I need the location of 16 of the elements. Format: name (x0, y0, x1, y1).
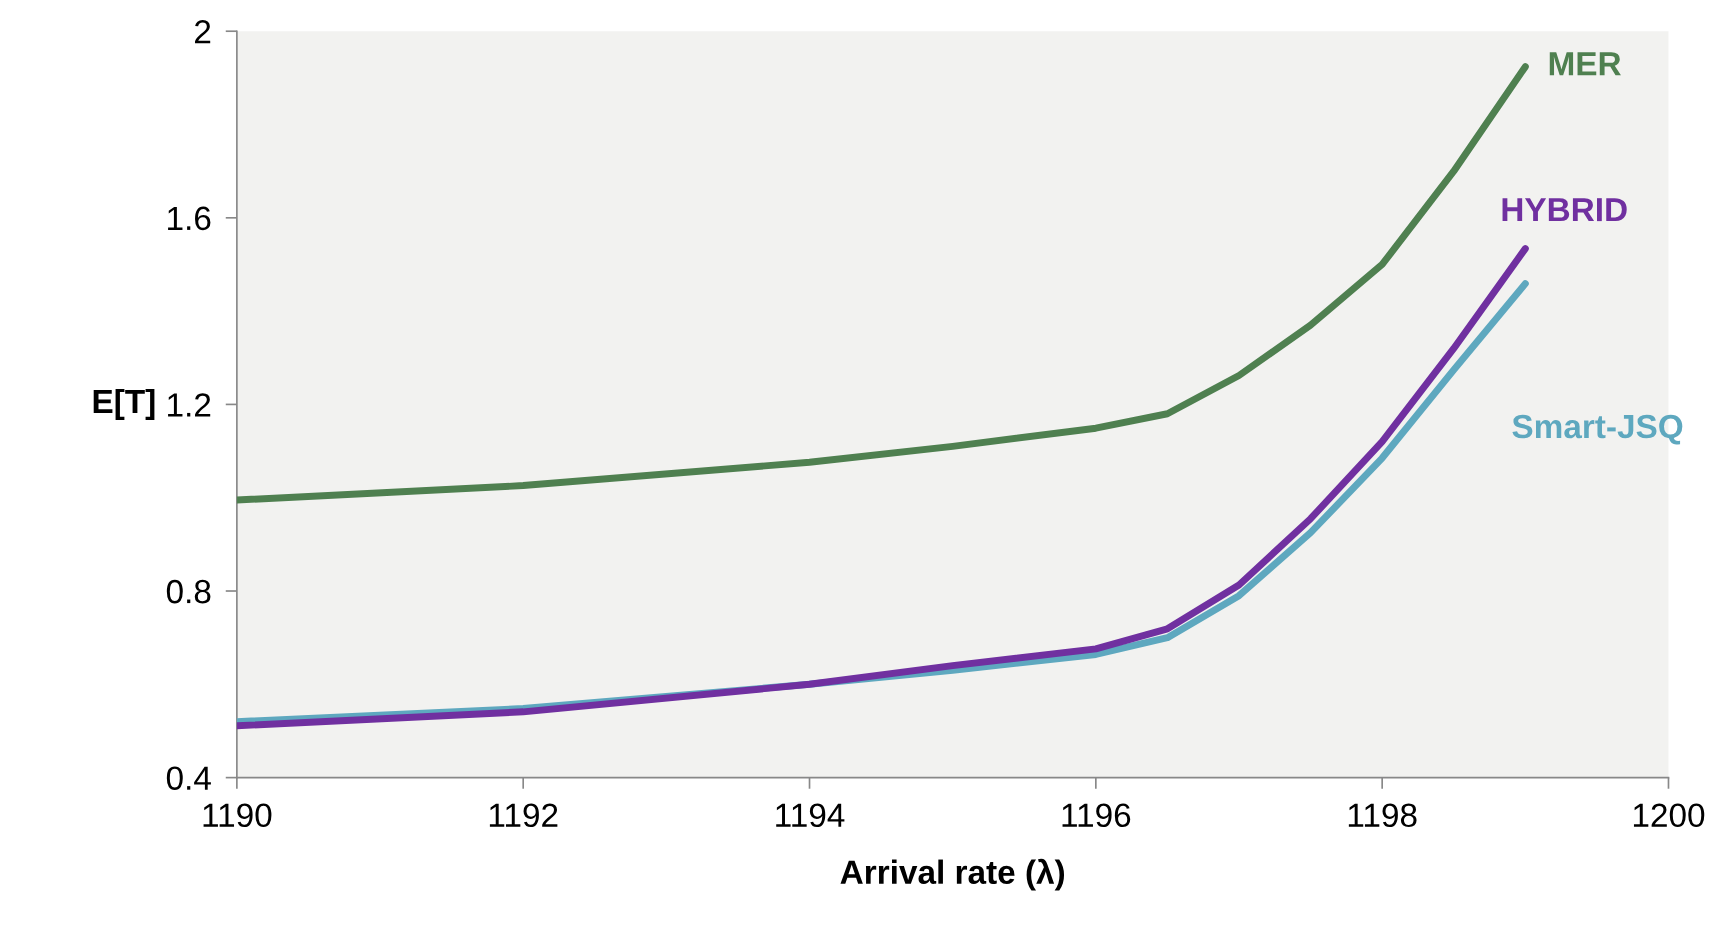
x-tick-label: 1194 (776, 803, 845, 828)
y-tick-label: 1.2 (168, 393, 211, 417)
y-tick-label: 1.6 (168, 206, 211, 231)
y-axis-title: E[T] (93, 388, 155, 420)
x-tick-label: 1200 (1633, 803, 1705, 828)
x-tick-label: 1192 (489, 803, 558, 828)
y-tick-label: 2 (195, 20, 211, 44)
x-tick-label: 1198 (1348, 803, 1417, 828)
x-tick-label: 1190 (203, 803, 272, 828)
y-tick-label: 0.4 (166, 766, 211, 791)
x-tick-label: 1196 (1062, 803, 1131, 828)
series-label: HYBRID (1502, 198, 1627, 222)
x-axis-title: Arrival rate (λ) (840, 858, 1065, 891)
series-label: MER (1549, 52, 1621, 76)
y-tick-label: 0.8 (166, 579, 211, 604)
text: Smart-JSQ (1512, 414, 1683, 445)
